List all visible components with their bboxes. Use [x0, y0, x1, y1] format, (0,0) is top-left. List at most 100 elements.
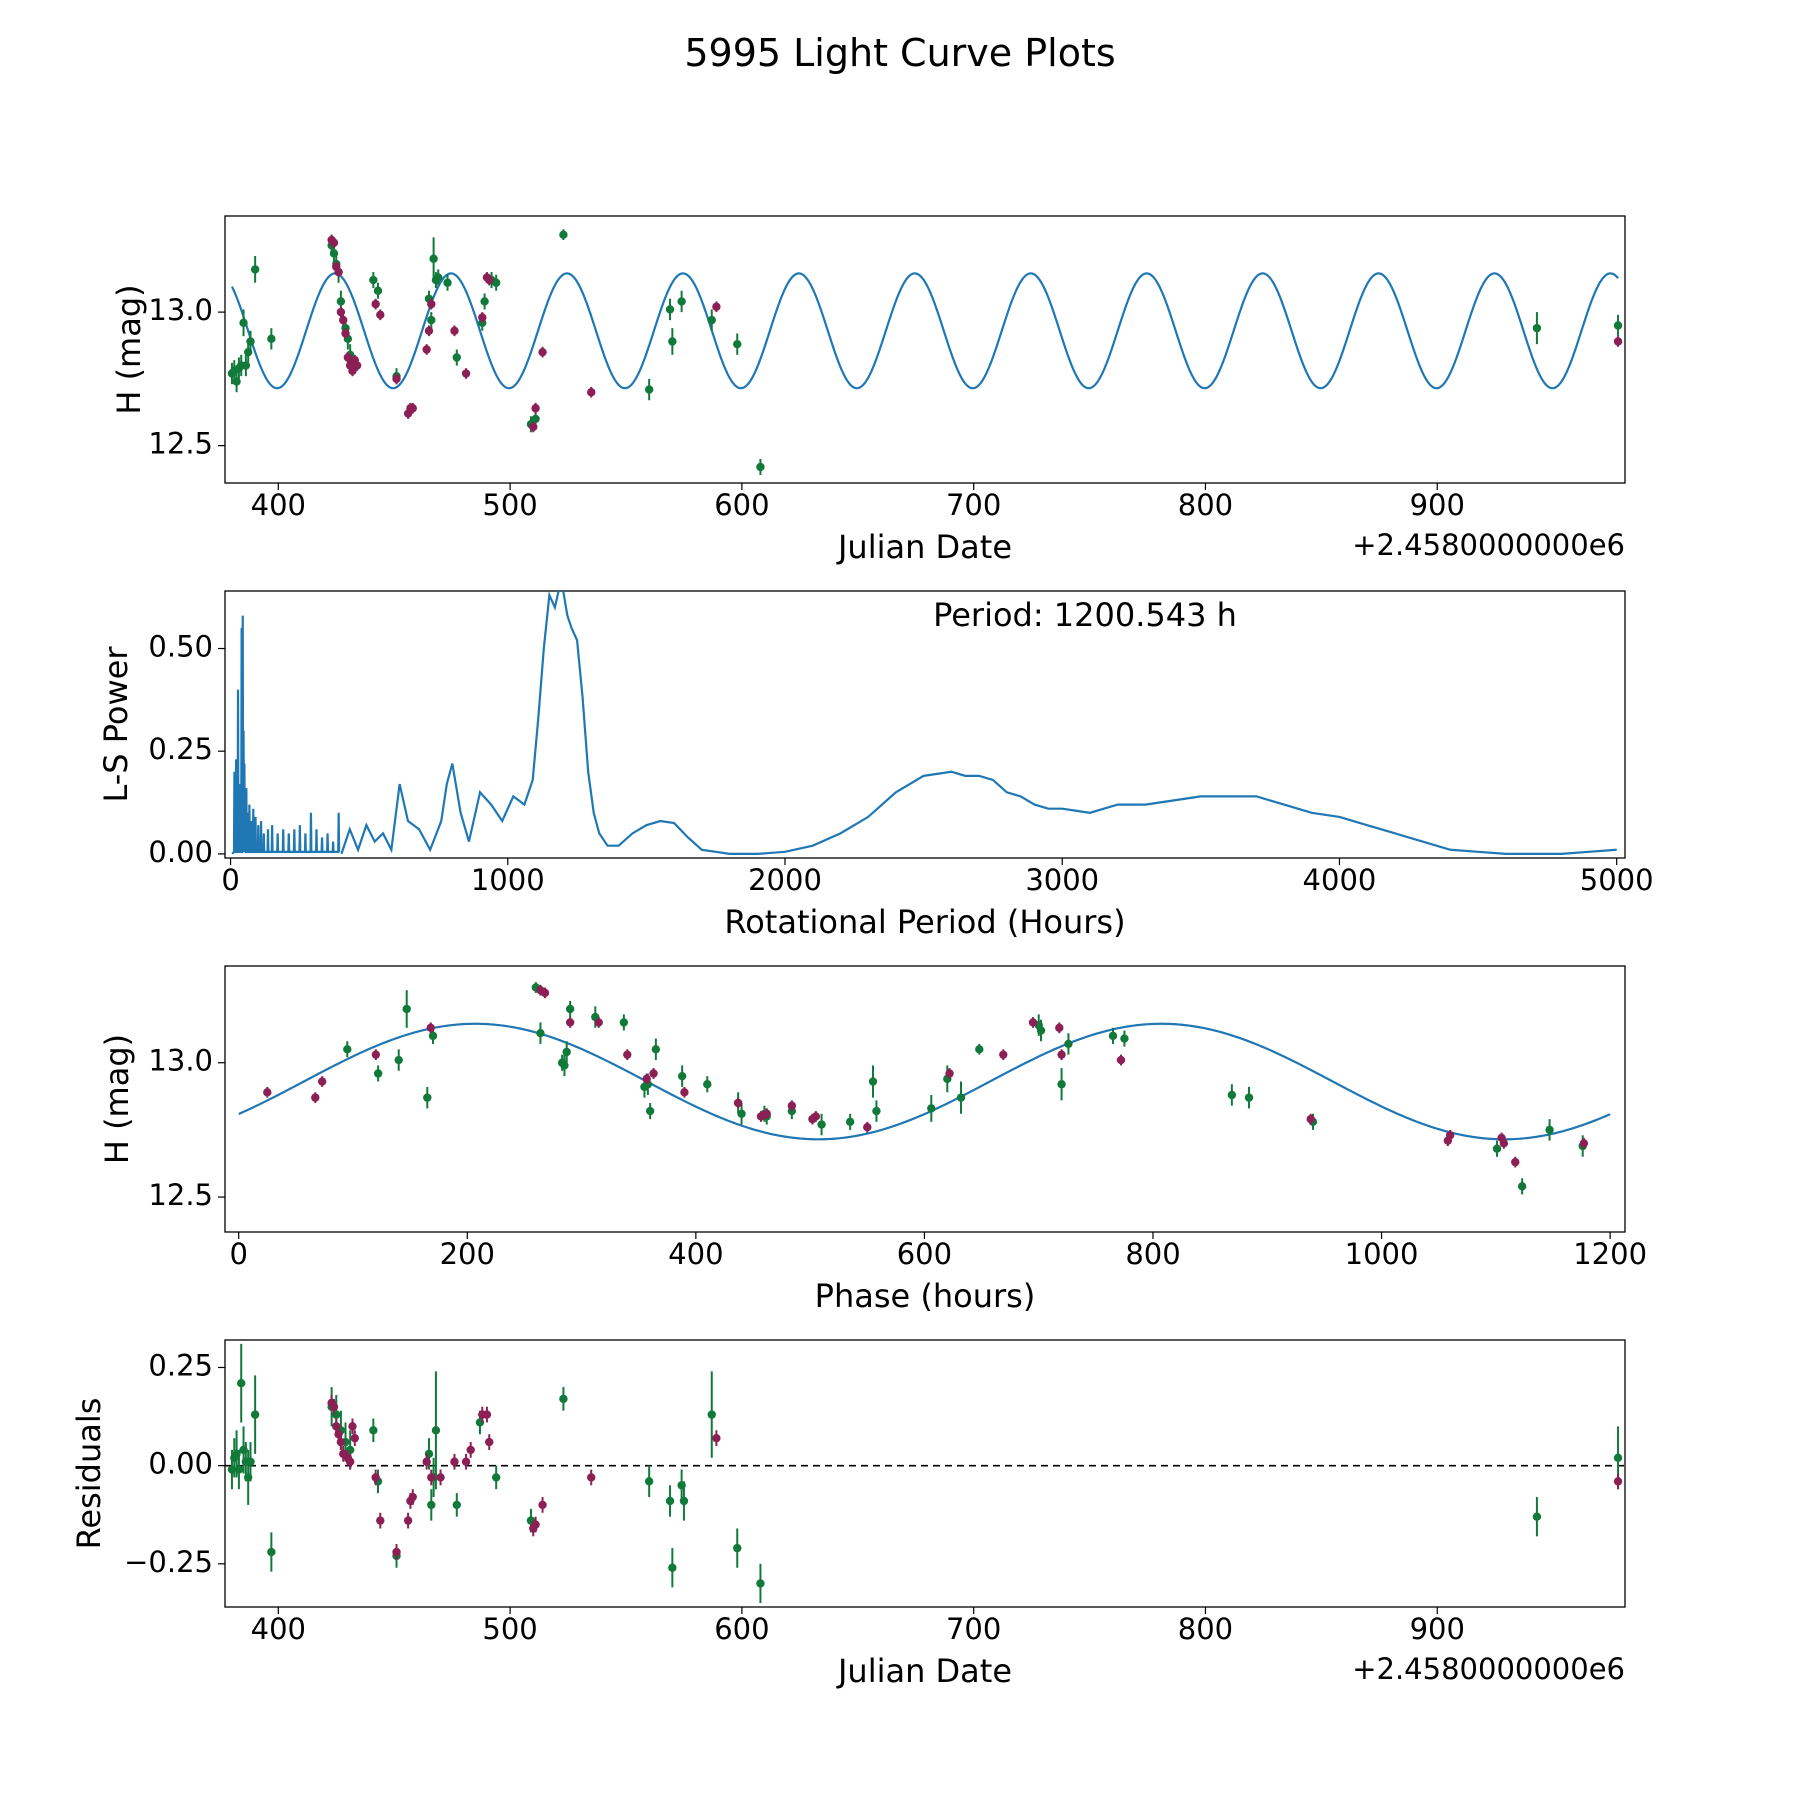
offset-label-lightcurve: +2.4580000000e6 — [1352, 528, 1625, 562]
magenta-residual-point — [348, 1422, 357, 1431]
green-residual-point — [665, 1496, 675, 1506]
y-tick-label: 0.50 — [148, 630, 213, 664]
axes-frame-lightcurve — [224, 215, 1626, 484]
x-tick-label: 900 — [1410, 1612, 1465, 1646]
x-tick-label: 800 — [1178, 488, 1233, 522]
magenta-observation-point — [1306, 1114, 1315, 1124]
green-observation-point — [336, 297, 346, 306]
ylabel-periodogram: L-S Power — [97, 646, 135, 803]
green-observation-point — [619, 1018, 629, 1027]
green-observation-point — [559, 230, 568, 239]
green-observation-point — [428, 1031, 438, 1041]
magenta-residual-point — [350, 1433, 360, 1443]
x-tick-label: 600 — [714, 1612, 769, 1646]
green-observation-point — [733, 339, 742, 349]
magenta-observation-point — [461, 369, 471, 378]
magenta-observation-point — [371, 299, 380, 309]
green-residual-point — [644, 1477, 654, 1486]
green-observation-point — [394, 1055, 403, 1065]
green-residual-point — [491, 1473, 501, 1482]
panel-periodogram: 0 1000 2000 3000 4000 5000 0.00 0.25 0.50 Period… — [97, 590, 1654, 941]
green-observation-point — [565, 1004, 575, 1014]
green-observation-point — [703, 1080, 712, 1089]
magenta-observation-point — [343, 353, 353, 362]
green-observation-point — [250, 265, 260, 274]
green-observation-point — [267, 334, 276, 344]
magenta-observation-point — [352, 361, 362, 370]
x-tick-label: 0 — [221, 863, 239, 897]
magenta-residual-point — [461, 1457, 471, 1466]
ylabel-phased: H (mag) — [98, 1034, 136, 1164]
axes-frame-residuals — [224, 1339, 1626, 1608]
y-tick-label: 12.5 — [148, 1178, 213, 1212]
green-residual-point — [756, 1579, 765, 1588]
green-observation-point — [1492, 1144, 1502, 1153]
magenta-observation-point — [336, 307, 346, 317]
green-residual-point — [707, 1410, 716, 1419]
y-tick-label: 0.00 — [148, 1447, 213, 1481]
magenta-residual-point — [436, 1473, 445, 1482]
magenta-observation-point — [422, 345, 431, 354]
magenta-observation-point — [1028, 1018, 1038, 1027]
green-residual-point — [452, 1500, 461, 1510]
magenta-residual-point — [482, 1410, 492, 1419]
green-observation-point — [927, 1104, 936, 1113]
green-residual-point — [234, 1465, 244, 1474]
green-observation-point — [677, 297, 686, 306]
ylabel-residuals: Residuals — [70, 1398, 108, 1550]
green-observation-point — [651, 1045, 661, 1054]
magenta-observation-point — [540, 988, 550, 998]
green-observation-point — [239, 318, 248, 327]
green-observation-point — [429, 254, 438, 263]
magenta-observation-point — [311, 1093, 320, 1102]
magenta-observation-point — [531, 404, 540, 413]
magenta-observation-point — [565, 1018, 575, 1027]
magenta-residual-point — [336, 1437, 346, 1447]
green-observation-point — [452, 353, 461, 362]
magenta-observation-point — [587, 388, 596, 397]
model-curve — [238, 1022, 1611, 1141]
magenta-observation-point — [1613, 337, 1623, 346]
magenta-observation-point — [680, 1088, 689, 1097]
magenta-observation-point — [317, 1077, 327, 1086]
magenta-observation-point — [1511, 1157, 1520, 1167]
magenta-observation-point — [263, 1088, 272, 1097]
x-tick-label: 2000 — [748, 863, 822, 897]
magenta-observation-point — [1055, 1023, 1064, 1032]
magenta-observation-point — [999, 1050, 1008, 1059]
green-observation-point — [817, 1120, 826, 1129]
green-observation-point — [434, 273, 443, 282]
green-observation-point — [1036, 1026, 1046, 1035]
y-tick-label: 0.25 — [148, 732, 213, 766]
magenta-observation-point — [376, 310, 385, 319]
magenta-observation-point — [787, 1101, 797, 1110]
ylabel-lightcurve: H (mag) — [110, 284, 148, 414]
y-tick-label: 0.25 — [148, 1348, 213, 1382]
green-observation-point — [1244, 1093, 1254, 1102]
magenta-observation-point — [1499, 1139, 1509, 1148]
green-observation-point — [868, 1077, 878, 1086]
magenta-observation-point — [1445, 1131, 1455, 1140]
magenta-observation-point — [426, 1023, 435, 1032]
axes-frame-phased — [224, 965, 1626, 1233]
magenta-residual-point — [538, 1500, 547, 1510]
magenta-observation-point — [427, 299, 436, 309]
magenta-observation-point — [712, 302, 721, 311]
ticks-periodogram: 0 1000 2000 3000 4000 5000 0.00 0.25 0.50 — [148, 630, 1653, 897]
x-tick-label: 1000 — [471, 863, 545, 897]
marks-phased — [238, 982, 1611, 1195]
green-observation-point — [1517, 1182, 1527, 1191]
green-residual-point — [668, 1563, 677, 1572]
panel-lightcurve: 400 500 600 700 800 900 12.5 13.0 Julian Date H… — [110, 215, 1626, 566]
marks-periodogram — [231, 591, 1617, 855]
x-tick-label: 600 — [714, 488, 769, 522]
magenta-residual-point — [485, 1437, 494, 1447]
green-residual-point — [267, 1547, 276, 1557]
magenta-observation-point — [334, 267, 343, 277]
magenta-observation-point — [341, 329, 350, 338]
magenta-observation-point — [863, 1123, 872, 1132]
green-residual-point — [1532, 1512, 1542, 1521]
x-tick-label: 4000 — [1303, 863, 1377, 897]
x-tick-label: 5000 — [1580, 863, 1654, 897]
magenta-observation-point — [538, 347, 547, 357]
